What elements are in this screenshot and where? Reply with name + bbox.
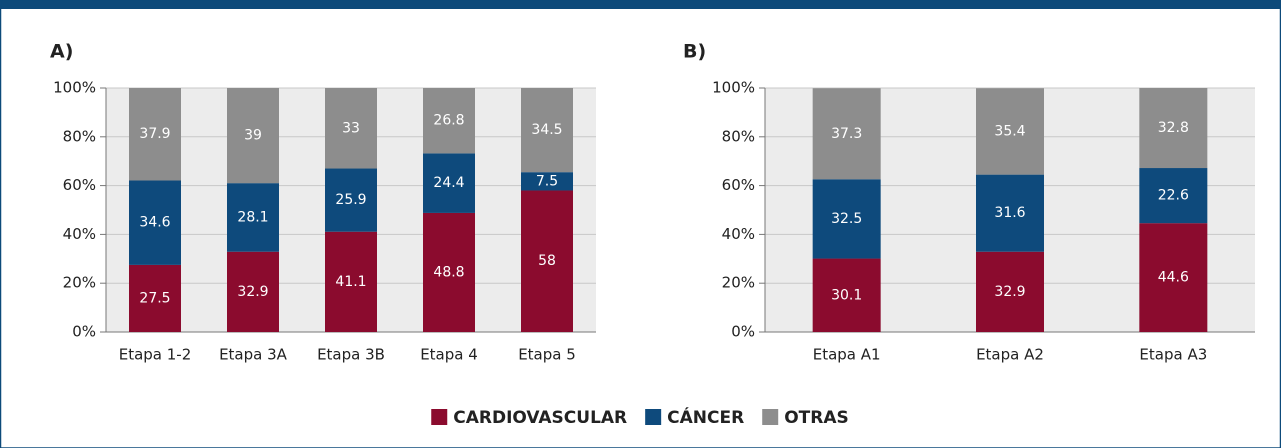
y-tick-label: 100% xyxy=(53,79,96,97)
x-tick-label: Etapa 3A xyxy=(219,346,288,364)
y-tick-label: 60% xyxy=(63,176,96,194)
data-label: 32.5 xyxy=(831,211,862,227)
bar-segment xyxy=(976,174,1044,252)
bar-segment xyxy=(227,251,279,332)
y-tick-label: 0% xyxy=(72,323,96,341)
legend-swatch xyxy=(762,409,779,425)
chart-title: A) xyxy=(50,41,73,63)
header-bar xyxy=(0,0,1281,9)
data-label: 41.1 xyxy=(335,274,366,290)
bar-segment xyxy=(521,190,573,332)
y-tick-label: 40% xyxy=(63,225,96,243)
legend-swatch xyxy=(645,409,662,425)
x-tick-label: Etapa A3 xyxy=(1139,346,1207,364)
bar-segment xyxy=(521,172,573,191)
bar-segment xyxy=(1139,223,1208,332)
y-tick-label: 20% xyxy=(63,274,96,292)
y-tick-label: 20% xyxy=(722,274,755,292)
data-label: 31.6 xyxy=(994,205,1025,221)
data-label: 27.5 xyxy=(139,290,170,306)
data-label: 26.8 xyxy=(433,113,464,129)
data-label: 48.8 xyxy=(433,264,464,280)
data-label: 37.9 xyxy=(139,126,170,142)
x-tick-label: Etapa 5 xyxy=(518,346,576,364)
data-label: 7.5 xyxy=(536,173,558,189)
data-label: 37.3 xyxy=(831,126,862,142)
bar-segment xyxy=(325,88,377,169)
y-tick-label: 60% xyxy=(722,176,755,194)
legend-label: OTRAS xyxy=(784,408,849,428)
x-tick-label: Etapa 4 xyxy=(420,346,478,364)
data-label: 39 xyxy=(244,128,262,144)
bar-segment xyxy=(976,88,1044,175)
y-tick-label: 0% xyxy=(731,323,755,341)
x-tick-label: Etapa 3B xyxy=(317,346,385,364)
data-label: 32.9 xyxy=(237,284,268,300)
data-label: 22.6 xyxy=(1158,188,1189,204)
legend-label: CARDIOVASCULAR xyxy=(453,408,627,428)
y-tick-label: 100% xyxy=(712,79,755,97)
bar-segment xyxy=(812,88,881,180)
data-label: 58 xyxy=(538,253,556,269)
bar-segment xyxy=(521,88,573,173)
bar-segment xyxy=(1139,168,1208,224)
y-tick-label: 80% xyxy=(63,127,96,145)
bar-segment xyxy=(812,179,881,259)
bar-segment xyxy=(325,168,377,232)
bar-segment xyxy=(227,88,279,184)
bar-segment xyxy=(1139,88,1208,169)
legend-swatch xyxy=(431,409,448,425)
x-tick-label: Etapa A2 xyxy=(976,346,1044,364)
bar-segment xyxy=(976,251,1044,332)
chart-title: B) xyxy=(683,41,706,63)
bar-segment xyxy=(227,183,279,252)
data-label: 32.8 xyxy=(1158,120,1189,136)
data-label: 44.6 xyxy=(1158,270,1189,286)
bar-segment xyxy=(129,180,181,265)
bar-segment xyxy=(812,258,881,332)
y-tick-label: 40% xyxy=(722,225,755,243)
data-label: 32.9 xyxy=(994,284,1025,300)
data-label: 35.4 xyxy=(994,123,1025,139)
data-label: 25.9 xyxy=(335,192,366,208)
data-label: 33 xyxy=(342,120,360,136)
legend-label: CÁNCER xyxy=(667,406,744,428)
bar-segment xyxy=(129,264,181,332)
data-label: 30.1 xyxy=(831,287,862,303)
y-tick-label: 80% xyxy=(722,127,755,145)
x-tick-label: Etapa 1-2 xyxy=(119,346,192,364)
data-label: 28.1 xyxy=(237,209,268,225)
bar-segment xyxy=(129,88,181,181)
x-tick-label: Etapa A1 xyxy=(813,346,881,364)
bar-segment xyxy=(325,231,377,332)
bar-segment xyxy=(423,212,475,332)
bar-segment xyxy=(423,153,475,213)
data-label: 24.4 xyxy=(433,175,464,191)
data-label: 34.5 xyxy=(531,122,562,138)
bar-segment xyxy=(423,88,475,154)
data-label: 34.6 xyxy=(139,215,170,231)
